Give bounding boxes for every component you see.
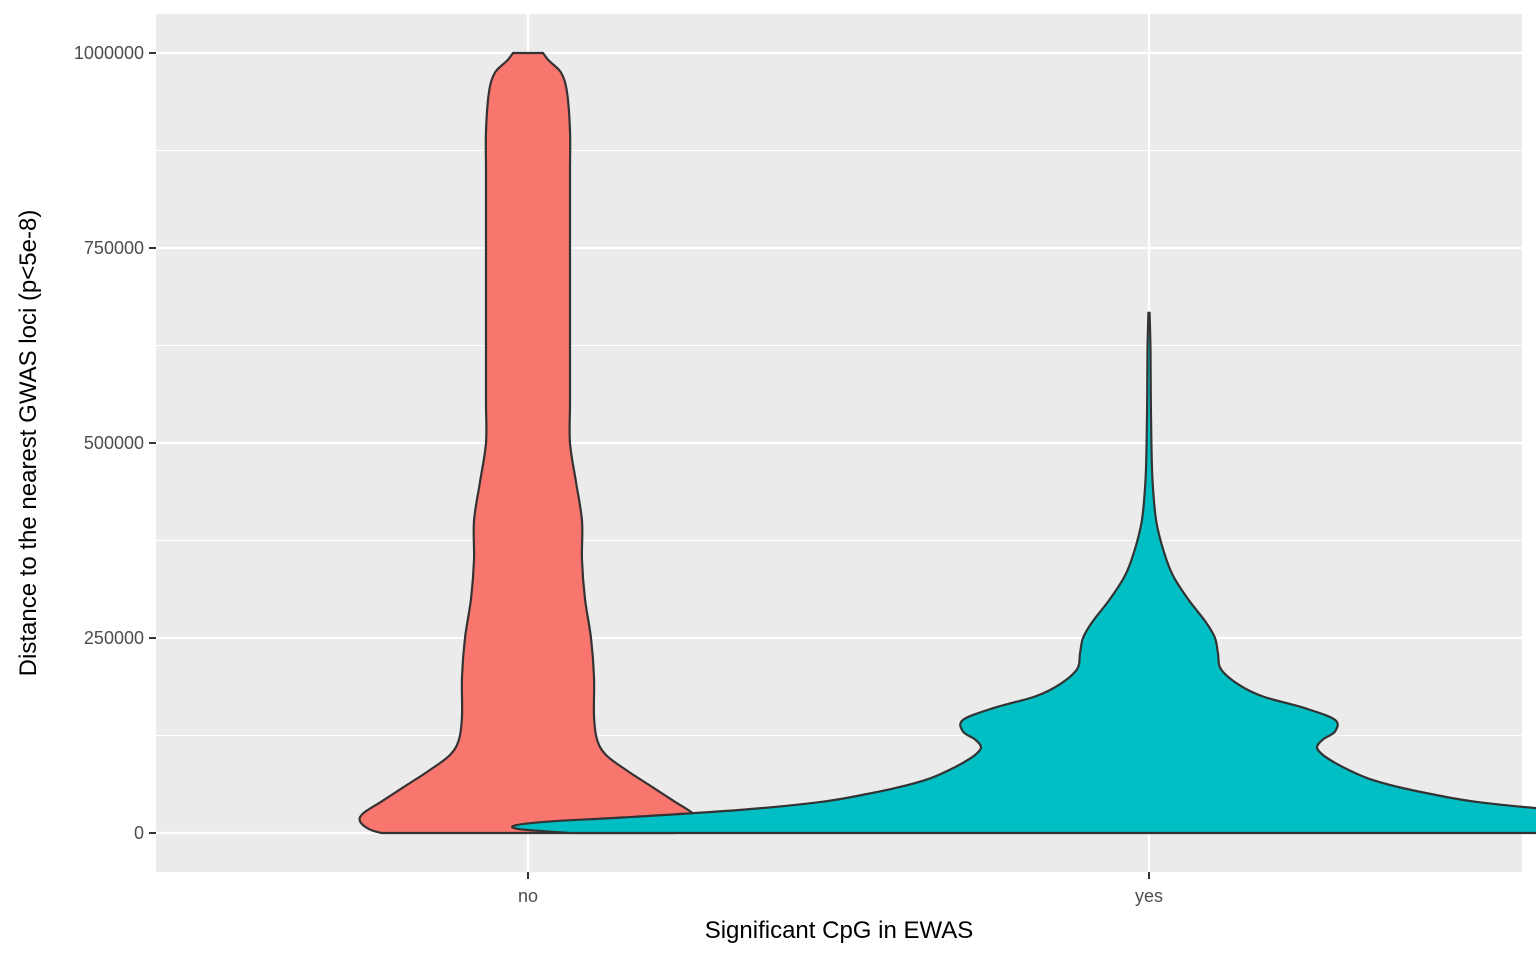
y-axis: 0 250000 500000 750000 1000000 bbox=[74, 43, 156, 843]
violin-no bbox=[358, 51, 698, 835]
violins bbox=[358, 51, 1536, 835]
x-tick-label: yes bbox=[1135, 886, 1163, 906]
y-tick-label: 500000 bbox=[84, 433, 144, 453]
y-tick-label: 750000 bbox=[84, 238, 144, 258]
x-axis: no yes bbox=[518, 872, 1163, 906]
x-axis-title: Significant CpG in EWAS bbox=[705, 917, 974, 944]
y-tick-label: 1000000 bbox=[74, 43, 144, 63]
violin-yes bbox=[510, 311, 1536, 835]
y-tick-label: 0 bbox=[134, 823, 144, 843]
y-axis-title: Distance to the nearest GWAS loci (p<5e-… bbox=[15, 210, 42, 677]
x-tick-label: no bbox=[518, 886, 538, 906]
y-tick-label: 250000 bbox=[84, 628, 144, 648]
